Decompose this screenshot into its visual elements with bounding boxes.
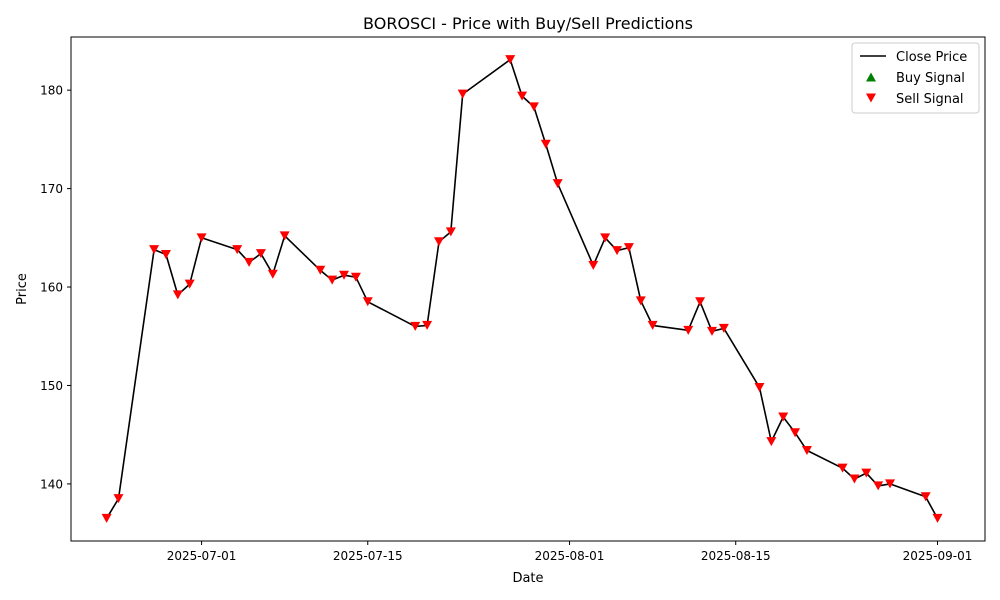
chart-title: BOROSCI - Price with Buy/Sell Prediction… bbox=[363, 14, 693, 33]
sell-signal-marker bbox=[552, 179, 563, 189]
sell-signal-marker bbox=[790, 428, 801, 438]
sell-signal-marker bbox=[517, 91, 528, 101]
sell-signal-marker bbox=[149, 245, 160, 255]
sell-signal-marker bbox=[279, 231, 290, 241]
sell-signal-marker bbox=[410, 321, 421, 331]
x-tick-label: 2025-07-01 bbox=[167, 549, 237, 563]
signal-markers bbox=[101, 55, 943, 523]
sell-signal-marker bbox=[683, 325, 694, 335]
y-tick-label: 150 bbox=[40, 379, 63, 393]
x-tick-label: 2025-07-15 bbox=[333, 549, 403, 563]
sell-signal-marker bbox=[920, 492, 931, 502]
sell-signal-marker bbox=[350, 272, 361, 282]
sell-signal-marker bbox=[267, 269, 278, 279]
close-price-series bbox=[105, 58, 939, 519]
sell-signal-marker bbox=[754, 382, 765, 392]
y-tick-label: 160 bbox=[40, 281, 63, 295]
legend-box bbox=[851, 42, 980, 114]
y-tick-label: 180 bbox=[40, 84, 63, 98]
x-tick-label: 2025-09-01 bbox=[903, 549, 973, 563]
sell-signal-marker bbox=[339, 270, 350, 280]
sell-signal-marker bbox=[160, 250, 171, 260]
sell-signal-marker bbox=[778, 412, 789, 422]
y-tick-label: 170 bbox=[40, 182, 63, 196]
sell-signal-marker bbox=[457, 89, 468, 99]
sell-signal-marker bbox=[422, 320, 433, 330]
sell-signal-marker bbox=[600, 233, 611, 243]
sell-signal-marker bbox=[315, 265, 326, 275]
sell-signal-marker bbox=[873, 481, 884, 491]
sell-signal-marker bbox=[837, 463, 848, 473]
legend-sell-marker bbox=[866, 93, 876, 103]
sell-signal-marker bbox=[932, 513, 943, 523]
sell-signal-marker bbox=[172, 290, 183, 300]
sell-signal-marker bbox=[196, 233, 207, 243]
sell-signal-marker bbox=[766, 437, 777, 447]
x-tick-label: 2025-08-01 bbox=[535, 549, 605, 563]
plot-frame bbox=[70, 36, 986, 542]
legend-sell-signal: Sell Signal bbox=[896, 92, 964, 107]
sell-signal-marker bbox=[362, 297, 373, 307]
sell-signal-marker bbox=[327, 275, 338, 285]
legend-close-price: Close Price bbox=[896, 50, 967, 65]
x-axis-label: Date bbox=[512, 571, 543, 586]
sell-signal-marker bbox=[445, 227, 456, 237]
sell-signal-marker bbox=[433, 237, 444, 247]
sell-signal-marker bbox=[718, 323, 729, 333]
y-axis-label: Price bbox=[15, 273, 30, 305]
sell-signal-marker bbox=[505, 55, 516, 65]
sell-signal-marker bbox=[588, 260, 599, 270]
sell-signal-marker bbox=[695, 297, 706, 307]
sell-signal-marker bbox=[184, 279, 195, 289]
sell-signal-marker bbox=[232, 245, 243, 255]
sell-signal-marker bbox=[885, 479, 896, 489]
sell-signal-marker bbox=[635, 296, 646, 306]
sell-signal-marker bbox=[244, 257, 255, 267]
sell-signal-marker bbox=[801, 445, 812, 455]
close-price-line bbox=[105, 58, 939, 519]
sell-signal-marker bbox=[113, 494, 124, 504]
sell-signal-marker bbox=[706, 326, 717, 336]
sell-signal-marker bbox=[861, 468, 872, 478]
legend: Close Price Buy Signal Sell Signal bbox=[851, 42, 980, 114]
sell-signal-marker bbox=[612, 246, 623, 256]
sell-signal-marker bbox=[101, 513, 112, 523]
legend-buy-marker bbox=[866, 72, 876, 82]
sell-signal-marker bbox=[255, 249, 266, 259]
sell-signal-marker bbox=[540, 139, 551, 149]
sell-signal-marker bbox=[647, 320, 658, 330]
legend-buy-signal: Buy Signal bbox=[896, 71, 965, 86]
sell-signal-marker bbox=[528, 102, 539, 112]
sell-signal-marker bbox=[623, 243, 634, 253]
axis-ticks: 140 150 160 170 180 2025-07-01 2025-07-15 2025-… bbox=[40, 84, 972, 563]
y-tick-label: 140 bbox=[40, 477, 63, 491]
sell-signal-marker bbox=[849, 474, 860, 484]
x-tick-label: 2025-08-15 bbox=[701, 549, 771, 563]
